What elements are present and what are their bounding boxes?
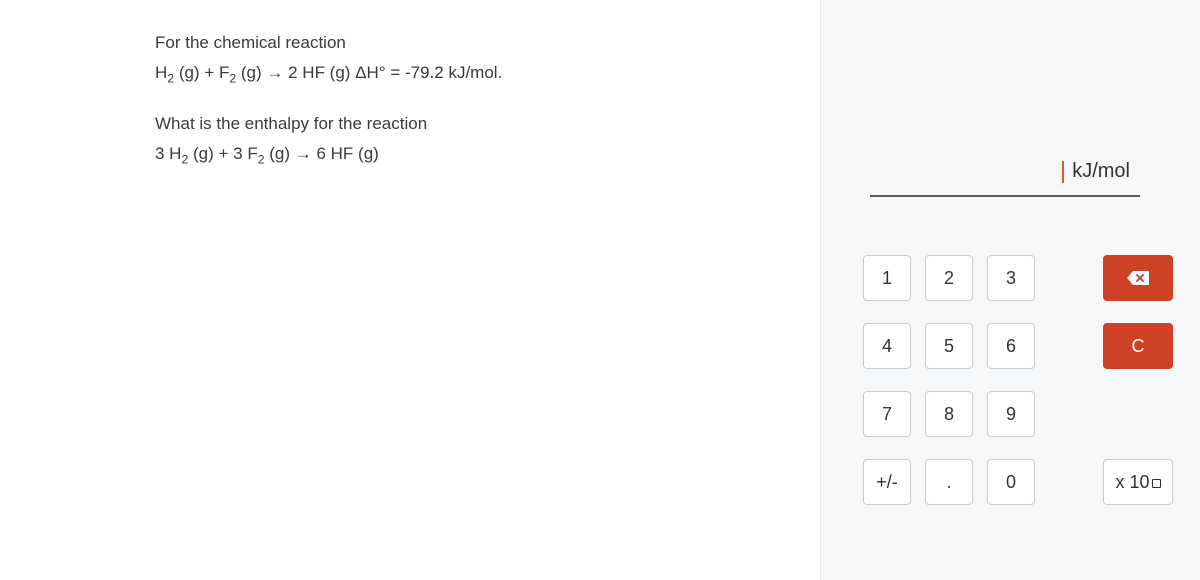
key-1[interactable]: 1 [863, 255, 911, 301]
keypad: 1 2 3 4 5 6 C 7 8 9 +/- . 0 x 10 [863, 255, 1173, 505]
question-line-1: For the chemical reaction [155, 30, 780, 56]
key-2[interactable]: 2 [925, 255, 973, 301]
key-8[interactable]: 8 [925, 391, 973, 437]
key-3[interactable]: 3 [987, 255, 1035, 301]
key-dot[interactable]: . [925, 459, 973, 505]
key-9[interactable]: 9 [987, 391, 1035, 437]
answer-input[interactable] [870, 160, 1140, 197]
question-line-4: 3 H2 (g) + 3 F2 (g) → 6 HF (g) [155, 141, 780, 169]
key-exponent[interactable]: x 10 [1103, 459, 1173, 505]
keypad-panel: kJ/mol 1 2 3 4 5 6 C 7 8 9 +/- . 0 [820, 0, 1200, 580]
backspace-button[interactable] [1103, 255, 1173, 301]
question-line-2: H2 (g) + F2 (g) → 2 HF (g) ΔH° = -79.2 k… [155, 60, 780, 88]
question-line-3: What is the enthalpy for the reaction [155, 111, 780, 137]
key-4[interactable]: 4 [863, 323, 911, 369]
key-sign[interactable]: +/- [863, 459, 911, 505]
key-0[interactable]: 0 [987, 459, 1035, 505]
key-5[interactable]: 5 [925, 323, 973, 369]
key-7[interactable]: 7 [863, 391, 911, 437]
key-6[interactable]: 6 [987, 323, 1035, 369]
clear-button[interactable]: C [1103, 323, 1173, 369]
backspace-icon [1127, 271, 1149, 285]
exponent-placeholder-icon [1152, 479, 1161, 488]
question-panel: For the chemical reaction H2 (g) + F2 (g… [0, 0, 820, 202]
